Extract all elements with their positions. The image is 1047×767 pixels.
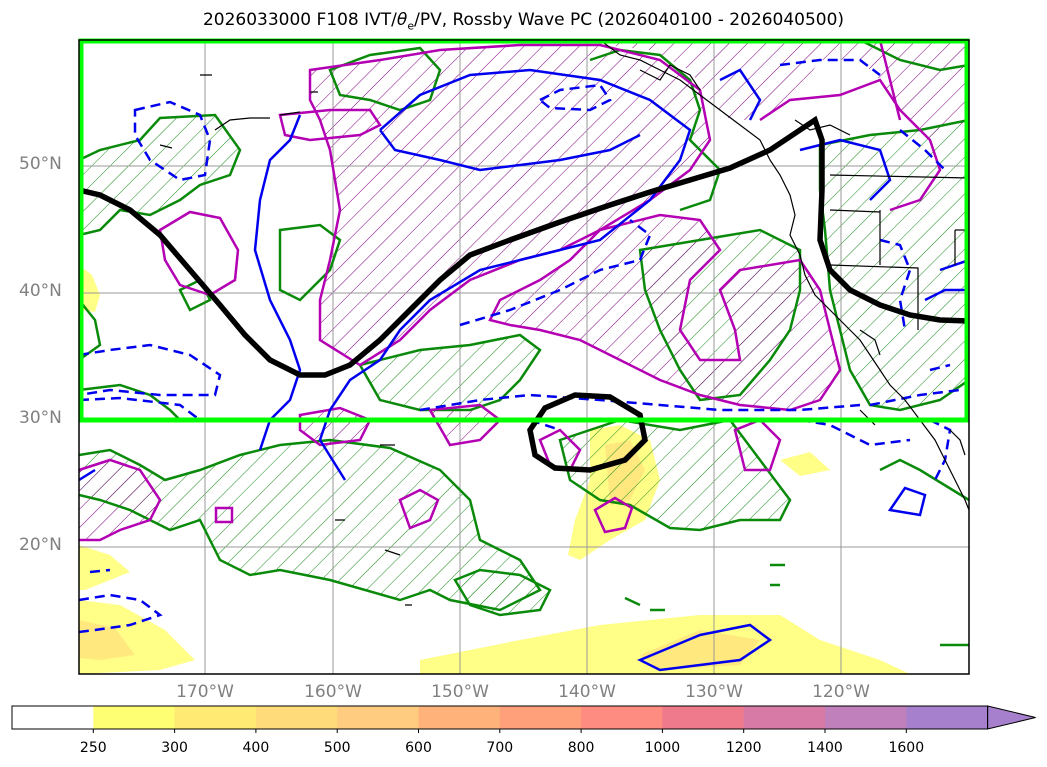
rossby-solid-contours: [79, 68, 969, 672]
lon-label-160w: 160°W: [304, 682, 362, 702]
colorbar-swatch: [255, 706, 338, 729]
map-plot-area: [79, 40, 969, 674]
lat-label-40n: 40°N: [19, 281, 62, 301]
lat-label-20n: 20°N: [19, 535, 62, 555]
colorbar-tick-label: 250: [79, 740, 107, 756]
colorbar-tick-label: 1000: [644, 740, 681, 756]
colorbar-swatch: [418, 706, 501, 729]
colorbar-swatch: [174, 706, 257, 729]
title-sub: e: [407, 19, 415, 33]
colorbar-tick-label: 700: [486, 740, 514, 756]
wave-guide-contours: [79, 115, 969, 473]
colorbar-swatch: [825, 706, 907, 729]
colorbar-swatch: [93, 706, 176, 729]
title-main: 2026033000 F108 IVT/: [202, 10, 397, 30]
colorbar-swatch: [906, 706, 989, 729]
plot-frame: [78, 39, 970, 675]
title-rest: /PV, Rossby Wave PC (2026040100 - 202604…: [414, 10, 845, 30]
colorbar-swatch: [499, 706, 582, 729]
coastlines: [159, 40, 969, 606]
gridlines: [79, 40, 969, 674]
colorbar-swatch: [662, 706, 745, 729]
theta-e-contours: [79, 40, 942, 542]
colorbar-tick-label: 600: [405, 740, 432, 756]
map-title: 2026033000 F108 IVT/θe/PV, Rossby Wave P…: [0, 10, 1047, 32]
colorbar-extend-arrow: [987, 705, 1036, 730]
colorbar-swatch: [743, 706, 826, 729]
lon-label-120w: 120°W: [812, 682, 870, 702]
colorbar-tick-label: 800: [567, 740, 595, 756]
colorbar-tick-label: 500: [323, 740, 351, 756]
colorbar-tick-label: 1600: [888, 740, 925, 756]
lon-label-150w: 150°W: [431, 682, 489, 702]
colorbar-tick-label: 300: [161, 740, 188, 756]
colorbar-tick-label: 400: [242, 740, 270, 756]
colorbar-swatch: [581, 706, 663, 729]
lat-label-50n: 50°N: [19, 154, 62, 174]
colorbar-tick-label: 1200: [725, 740, 762, 756]
lon-label-130w: 130°W: [685, 682, 743, 702]
colorbar-swatch: [337, 706, 419, 729]
colorbar-tick-label: 1400: [807, 740, 843, 756]
lon-label-170w: 170°W: [176, 682, 234, 702]
title-theta: θ: [396, 10, 408, 30]
colorbar: [11, 705, 1036, 733]
lat-label-30n: 30°N: [19, 408, 62, 428]
region-box: [78, 38, 970, 423]
colorbar-swatch: [12, 706, 94, 729]
lon-label-140w: 140°W: [558, 682, 616, 702]
